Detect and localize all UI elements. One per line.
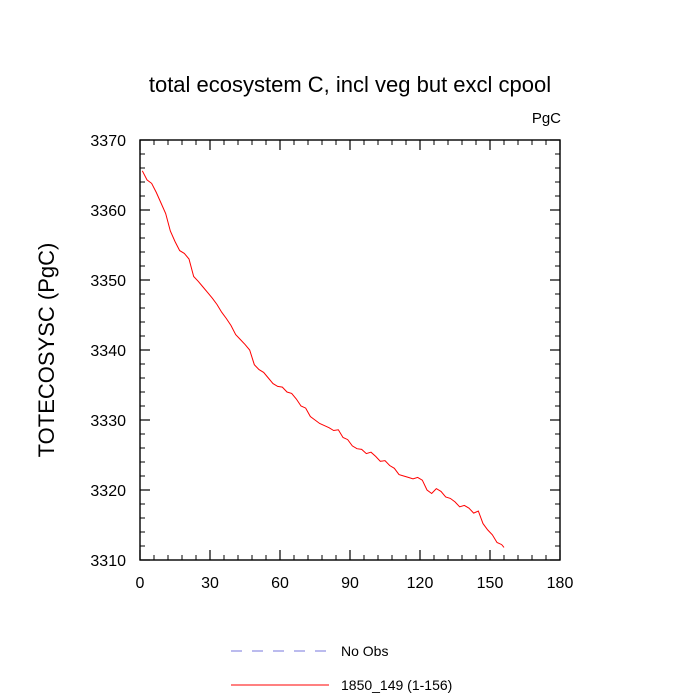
y-tick-label: 3310 bbox=[90, 553, 126, 570]
x-tick-label: 30 bbox=[201, 575, 219, 592]
x-tick-label: 120 bbox=[407, 575, 434, 592]
y-tick-label: 3360 bbox=[90, 203, 126, 220]
y-tick-label: 3320 bbox=[90, 483, 126, 500]
y-tick-label: 3350 bbox=[90, 273, 126, 290]
y-tick-label: 3330 bbox=[90, 413, 126, 430]
x-tick-label: 180 bbox=[547, 575, 574, 592]
x-tick-label: 150 bbox=[477, 575, 504, 592]
x-tick-label: 0 bbox=[136, 575, 145, 592]
series-layer bbox=[141, 170, 505, 548]
plot-frame bbox=[139, 139, 561, 561]
x-tick-label: 90 bbox=[341, 575, 359, 592]
x-tick-label: 60 bbox=[271, 575, 289, 592]
legend-label-no-obs: No Obs bbox=[341, 643, 388, 659]
ticks-layer bbox=[139, 139, 561, 561]
legend: No Obs 1850_149 (1-156) bbox=[231, 643, 452, 693]
y-axis-label: TOTECOSYSC (PgC) bbox=[34, 243, 59, 458]
legend-label-1850-149: 1850_149 (1-156) bbox=[341, 677, 452, 693]
y-tick-label: 3370 bbox=[90, 133, 126, 150]
tick-labels-layer: 0 30 60 90 120 150 180 3310 3320 3330 3340 3350 3360… bbox=[90, 133, 573, 592]
chart-units: PgC bbox=[532, 110, 561, 127]
y-tick-label: 3340 bbox=[90, 343, 126, 360]
series-line-1 bbox=[141, 170, 505, 548]
chart-title: total ecosystem C, incl veg but excl cpo… bbox=[149, 72, 551, 97]
